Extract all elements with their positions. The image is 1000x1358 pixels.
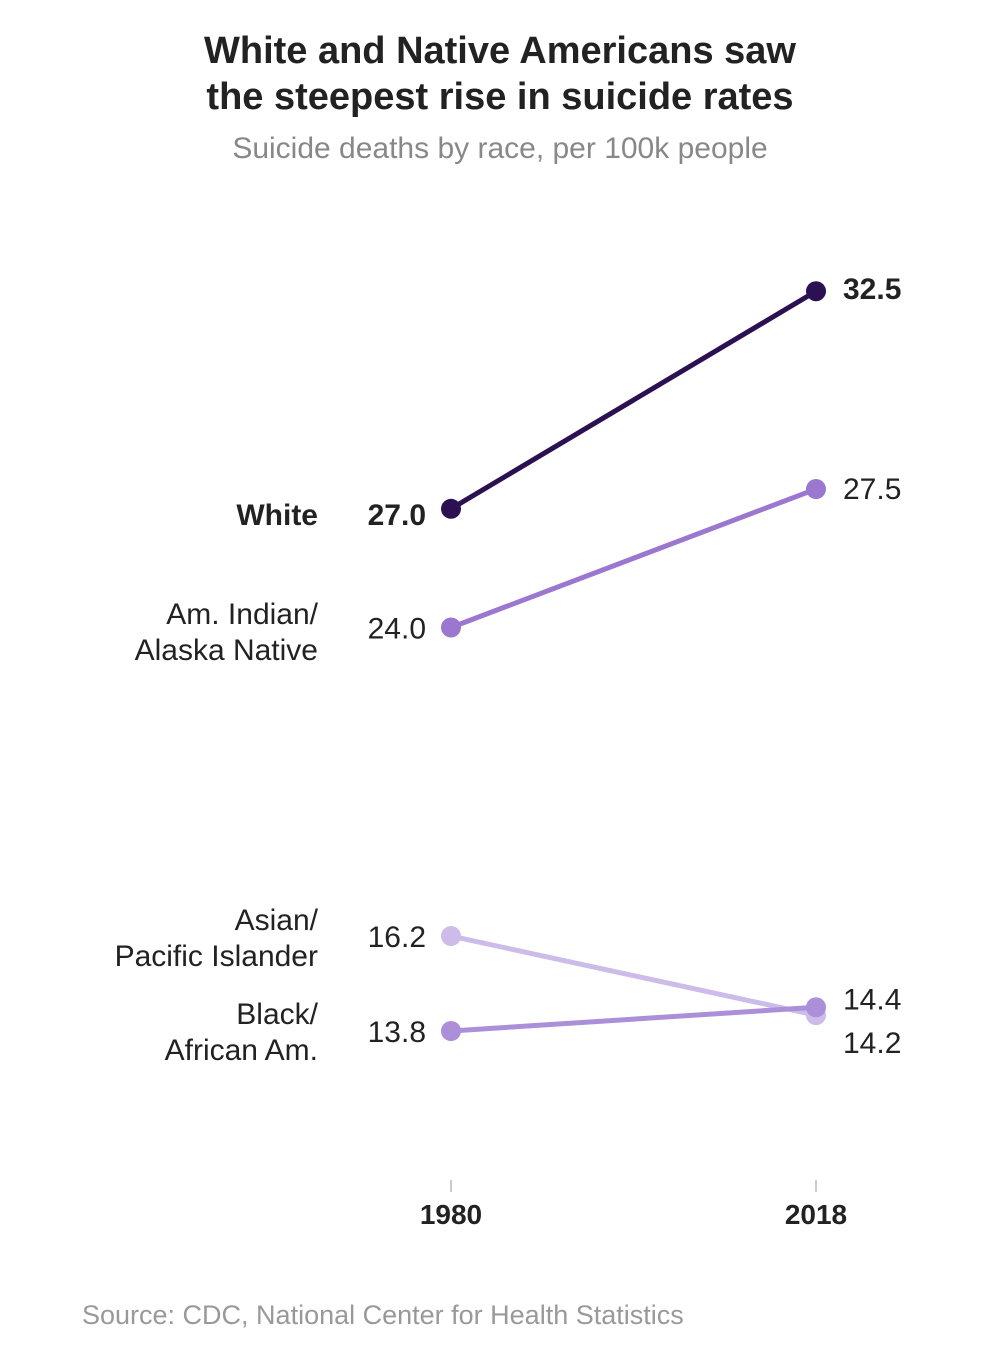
data-point	[806, 997, 826, 1018]
data-label: 14.2	[843, 1027, 901, 1060]
chart-title-line-2: the steepest rise in suicide rates	[206, 76, 794, 118]
data-point	[806, 479, 826, 500]
data-point	[441, 926, 461, 947]
series-name-label: African Am.	[165, 1034, 318, 1067]
series-name-label: Pacific Islander	[115, 940, 318, 973]
chart-subtitle: Suicide deaths by race, per 100k people	[232, 132, 768, 165]
data-label: 24.0	[368, 612, 426, 645]
x-tick-label: 2018	[785, 1199, 847, 1230]
data-label: 16.2	[368, 921, 426, 954]
series-line	[448, 933, 819, 1018]
series-line	[448, 1004, 819, 1034]
series-name-label: Alaska Native	[135, 634, 318, 667]
data-point	[806, 281, 826, 302]
data-label: 27.0	[368, 499, 426, 532]
series-name-label: Black/	[236, 998, 318, 1031]
data-point	[441, 1021, 461, 1041]
series-name-label: White	[236, 499, 318, 532]
data-label: 13.8	[368, 1016, 426, 1049]
data-label: 32.5	[843, 273, 901, 306]
data-label: 27.5	[843, 473, 901, 506]
chart-title: White and Native Americans saw the steep…	[0, 28, 1000, 120]
x-tick-label: 1980	[420, 1199, 482, 1230]
data-label: 14.4	[843, 983, 901, 1016]
source-note: Source: CDC, National Center for Health …	[82, 1300, 684, 1330]
series-name-label: Asian/	[235, 904, 319, 937]
data-point	[441, 498, 461, 519]
data-point	[441, 617, 461, 638]
series-line	[448, 288, 819, 512]
chart-title-line-1: White and Native Americans saw	[203, 30, 796, 72]
series-line	[448, 486, 819, 630]
series-name-label: Am. Indian/	[166, 598, 318, 631]
